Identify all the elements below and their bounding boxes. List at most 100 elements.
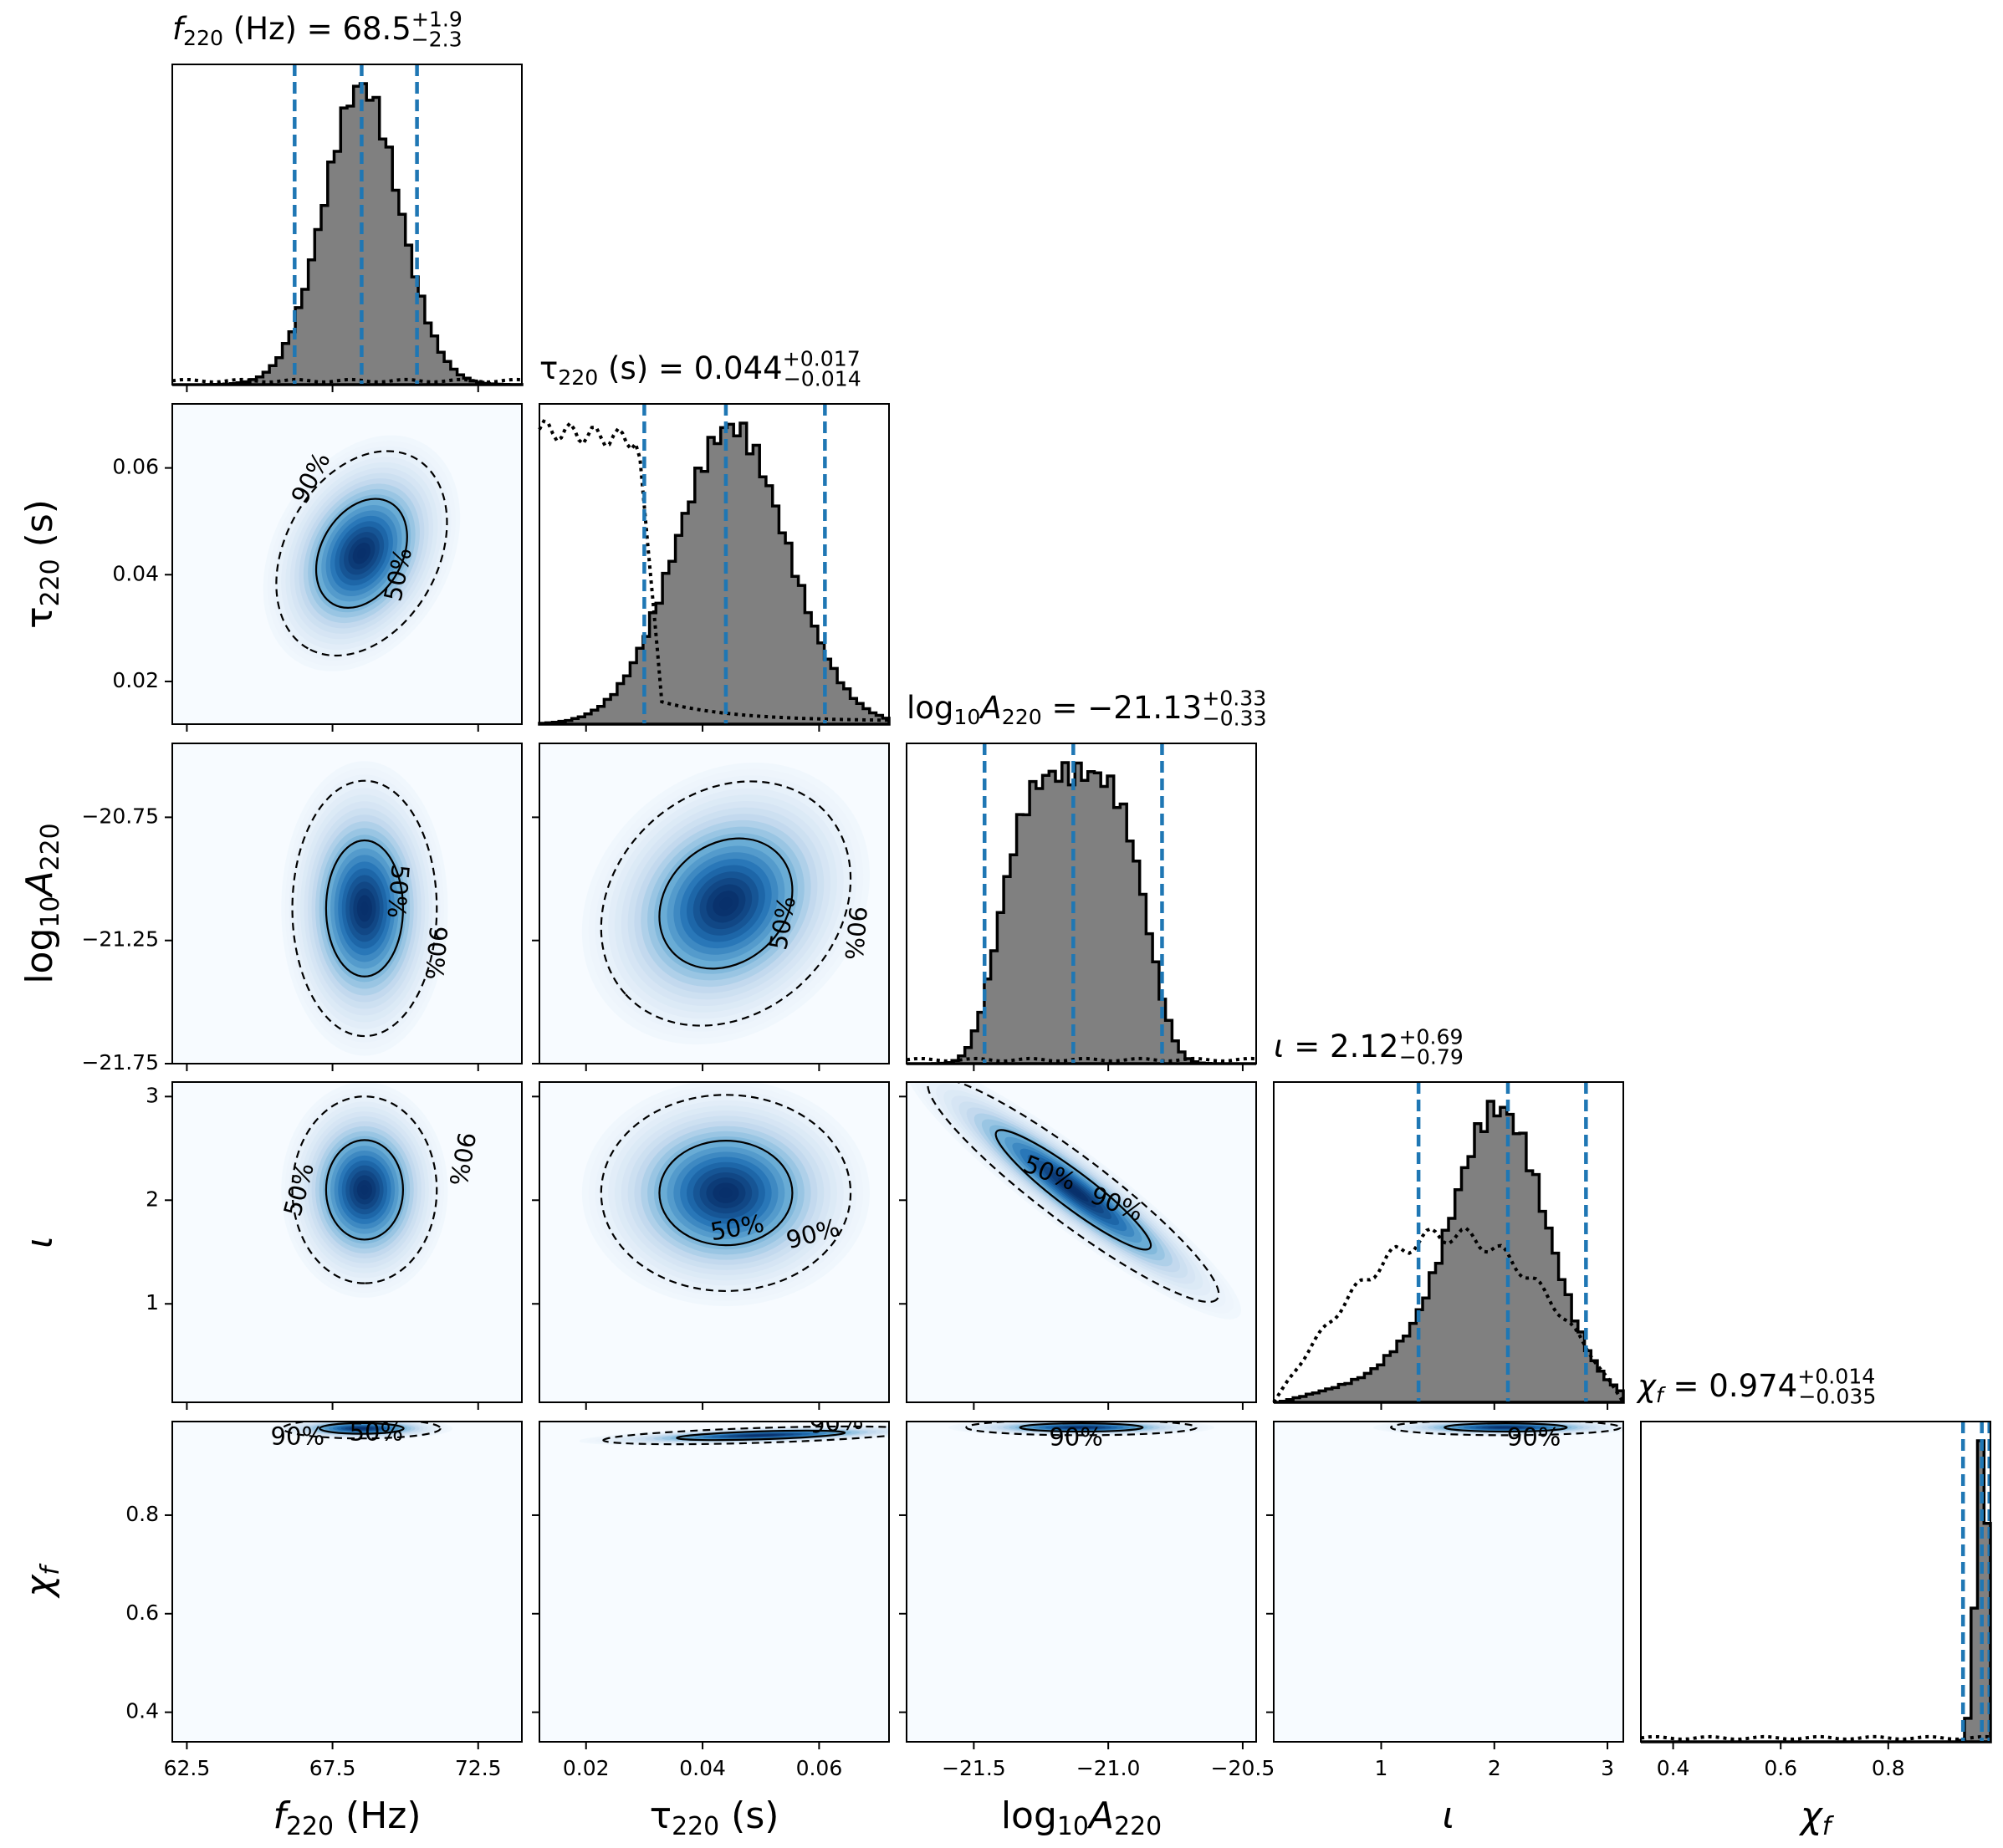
- density-level: [752, 1434, 769, 1437]
- contour-label: 90%: [1049, 1423, 1102, 1452]
- prior-line: [1272, 1226, 1625, 1404]
- density-panel-logA220-iota: 50%90%: [899, 1081, 1257, 1410]
- x-tick-label: 2: [1488, 1756, 1501, 1780]
- panel-frame: [171, 403, 523, 725]
- panel-frame: [171, 1081, 523, 1403]
- x-tick-label: −20.5: [1211, 1756, 1275, 1780]
- posterior-histogram: [907, 761, 1256, 1065]
- y-tick-label: −20.75: [81, 804, 159, 828]
- panel-frame: [1640, 1421, 1991, 1743]
- density-panel-tau220-iota: 50% 90%: [532, 1081, 890, 1410]
- x-tick-label: 67.5: [309, 1756, 356, 1780]
- x-tick-label: 1: [1375, 1756, 1388, 1780]
- x-axis-label-logA220: log10A220: [1001, 1794, 1162, 1841]
- density-panel-f220-chif: 50% 90%: [165, 1421, 523, 1749]
- density-level: [1500, 1427, 1512, 1428]
- x-axis-label-tau220: τ220 (s): [650, 1794, 779, 1841]
- panel-frame: [171, 64, 523, 385]
- panel-frame: [906, 1421, 1257, 1743]
- hist-panel-f220: f220 (Hz) = 68.5+1.9 −2.3: [171, 7, 524, 392]
- prior-line: [906, 1056, 1257, 1063]
- contour-50: [676, 1429, 846, 1442]
- contour-50: [658, 1140, 794, 1247]
- contour-90: [291, 1095, 438, 1284]
- density-level: [719, 1187, 733, 1198]
- y-tick-label: 0.04: [112, 561, 159, 585]
- x-tick-label: −21.5: [942, 1756, 1006, 1780]
- posterior-histogram: [1641, 1439, 1992, 1743]
- panel-frame: [1273, 1421, 1624, 1743]
- panel-title-iota: ι = 2.12+0.69 −0.79: [1274, 1024, 1464, 1069]
- x-tick-label: 0.6: [1764, 1756, 1797, 1780]
- density-background: [172, 1422, 522, 1742]
- panel-title-tau220: τ220 (s) = 0.044+0.017 −0.014: [539, 346, 861, 391]
- density-panel-logA220-chif: 90%: [899, 1421, 1257, 1749]
- contour-label: 90%: [420, 925, 452, 981]
- density-panel-f220-iota: 50%90%: [165, 1081, 523, 1410]
- contour-90: [282, 1422, 442, 1440]
- panel-frame: [539, 403, 890, 725]
- y-axis-label-chif: χf: [18, 1563, 65, 1599]
- x-tick-label: 0.4: [1657, 1756, 1690, 1780]
- density-level: [357, 548, 366, 559]
- x-axis-label-iota: ι: [1443, 1794, 1455, 1837]
- contour-label: 90%: [839, 905, 871, 961]
- panel-title-f220: f220 (Hz) = 68.5+1.9 −2.3: [172, 7, 462, 51]
- prior-line: [1640, 1734, 1991, 1741]
- hist-panel-iota: ι = 2.12+0.69 −0.79: [1272, 1024, 1625, 1410]
- contour-50: [994, 1129, 1152, 1251]
- x-tick-label: 72.5: [455, 1756, 502, 1780]
- density-panel-tau220-chif: 90%: [532, 1406, 890, 1749]
- contour-90: [927, 1082, 1220, 1304]
- density-panel-f220-logA220: 50%90%: [165, 743, 523, 1071]
- y-tick-label: 3: [146, 1083, 159, 1107]
- contour-50: [1443, 1422, 1568, 1433]
- x-tick-label: 0.8: [1872, 1756, 1905, 1780]
- panel-frame: [1273, 1081, 1624, 1403]
- panel-title-chif: χf = 0.974+0.014 −0.035: [1636, 1364, 1876, 1408]
- y-tick-label: −21.25: [81, 927, 159, 952]
- panel-frame: [171, 743, 523, 1064]
- prior-line: [538, 419, 890, 722]
- density-panel-tau220-logA220: 50% 90%: [532, 743, 890, 1071]
- panel-frame: [539, 743, 890, 1064]
- y-tick-label: 2: [146, 1187, 159, 1211]
- x-tick-label: 0.04: [679, 1756, 726, 1780]
- density-background: [539, 1422, 889, 1742]
- contour-label: 90%: [809, 1406, 865, 1438]
- posterior-histogram: [172, 82, 524, 386]
- hist-panel-logA220: log10A220 = −21.13+0.33 −0.33: [906, 686, 1267, 1071]
- density-level: [357, 1427, 366, 1429]
- x-tick-label: −21.0: [1076, 1756, 1141, 1780]
- panel-frame: [539, 1421, 890, 1743]
- y-tick-label: 0.02: [112, 668, 159, 692]
- contour-90: [600, 1094, 852, 1293]
- contour-50: [319, 1422, 405, 1435]
- contour-90: [291, 779, 438, 1038]
- hist-panel-tau220: τ220 (s) = 0.044+0.017 −0.014: [538, 346, 891, 732]
- panel-title-logA220: log10A220 = −21.13+0.33 −0.33: [907, 686, 1267, 730]
- contour-90: [600, 780, 852, 1027]
- contour-label: 50%: [381, 863, 414, 919]
- density-panel-f220-tau220: 90%50%: [165, 403, 523, 732]
- hist-panel-chif: χf = 0.974+0.014 −0.035: [1636, 1364, 1992, 1749]
- contour-label: 90%: [1507, 1423, 1561, 1452]
- x-axis-label-f220: f220 (Hz): [273, 1794, 421, 1841]
- density-panel-iota-chif: 90%: [1266, 1421, 1624, 1749]
- y-axis-label-iota: ι: [18, 1236, 61, 1248]
- y-axis-label-tau220: τ220 (s): [18, 499, 65, 629]
- contour-label: 90%: [271, 1422, 324, 1450]
- density-background: [1274, 1422, 1623, 1742]
- density-level: [719, 896, 733, 911]
- density-background: [907, 1422, 1256, 1742]
- y-tick-label: −21.75: [81, 1050, 159, 1075]
- posterior-histogram: [538, 421, 891, 726]
- contour-50: [324, 1139, 405, 1241]
- density-level: [360, 901, 369, 916]
- prior-line: [171, 377, 523, 384]
- contour-90: [275, 450, 448, 657]
- contour-50: [658, 837, 794, 970]
- panel-frame: [171, 1421, 523, 1743]
- y-tick-label: 0.4: [125, 1699, 159, 1723]
